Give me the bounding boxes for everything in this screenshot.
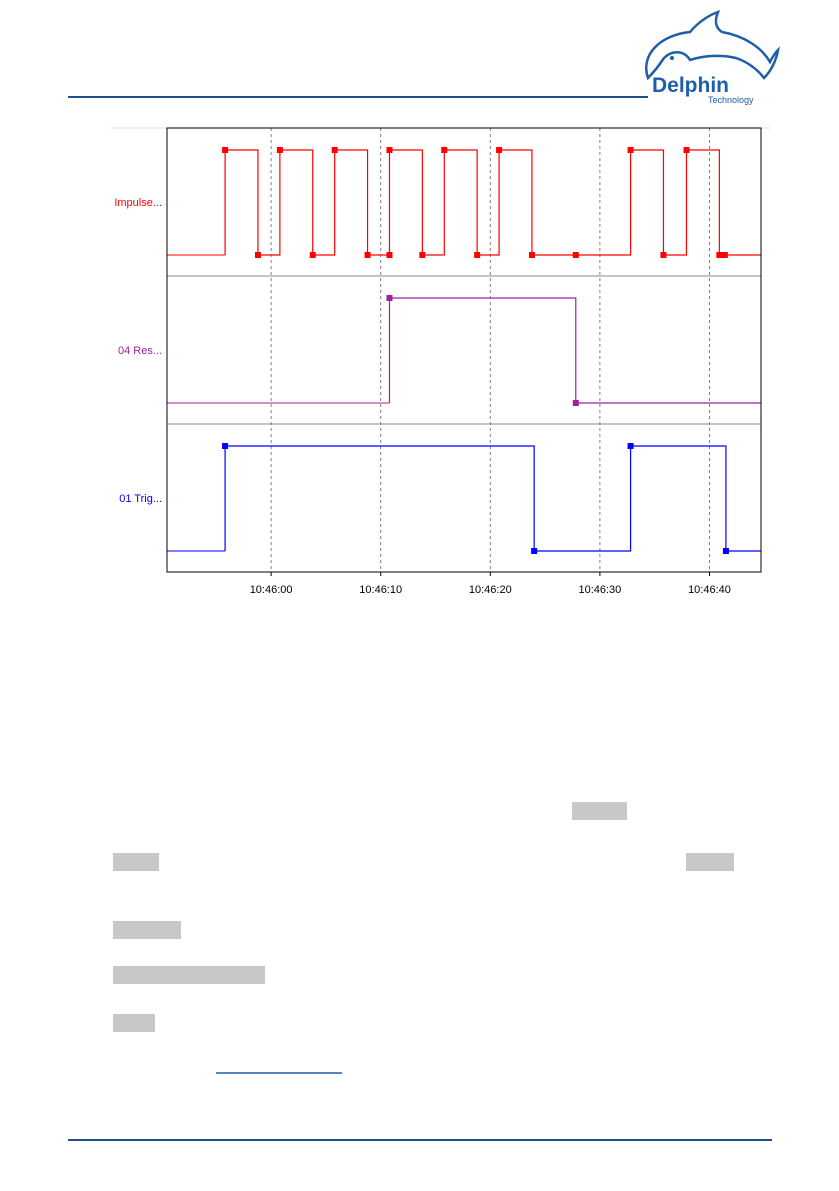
point-marker (441, 147, 448, 153)
point-marker (721, 252, 728, 258)
point-marker (222, 443, 229, 449)
lane-label: Impulse... (114, 197, 162, 209)
redacted-text (113, 921, 181, 939)
point-marker (627, 443, 634, 449)
point-marker (276, 147, 283, 153)
point-marker (474, 252, 481, 258)
point-marker (419, 252, 426, 258)
step-line (388, 297, 761, 404)
plot-area (167, 128, 761, 572)
point-marker (572, 252, 579, 258)
point-marker (309, 252, 316, 258)
point-marker (683, 147, 690, 153)
point-marker (386, 295, 393, 301)
point-marker (386, 147, 393, 153)
x-tick-label: 10:46:00 (250, 584, 293, 596)
point-marker (331, 147, 338, 153)
logo: Delphin Technology (645, 9, 780, 105)
redacted-text (113, 1014, 155, 1032)
point-marker (364, 252, 371, 258)
point-marker (222, 147, 229, 153)
redacted-text (113, 966, 265, 984)
logo-subtext: Technology (708, 95, 754, 105)
point-marker (660, 252, 667, 258)
x-tick-label: 10:46:10 (359, 584, 402, 596)
x-tick-label: 10:46:30 (578, 584, 621, 596)
point-marker (716, 252, 723, 258)
lane-label: 04 Res... (118, 345, 162, 357)
chart: 10:46:00 10:46:10 10:46:20 10:46:30 10:46:40… (110, 127, 771, 596)
redacted-text (572, 802, 627, 820)
redacted-text (686, 853, 734, 871)
logo-text: Delphin (652, 74, 729, 97)
point-marker (528, 252, 535, 258)
point-marker (496, 147, 503, 153)
step-line (224, 445, 761, 552)
lane-label: 01 Trig... (119, 493, 162, 505)
point-marker (722, 548, 729, 554)
redacted-text (113, 853, 159, 871)
point-marker (627, 147, 634, 153)
point-marker (254, 252, 261, 258)
plot-border (166, 127, 762, 573)
point-marker (386, 252, 393, 258)
point-marker (572, 400, 579, 406)
x-tick-label: 10:46:40 (688, 584, 731, 596)
point-marker (531, 548, 538, 554)
x-tick-label: 10:46:20 (469, 584, 512, 596)
